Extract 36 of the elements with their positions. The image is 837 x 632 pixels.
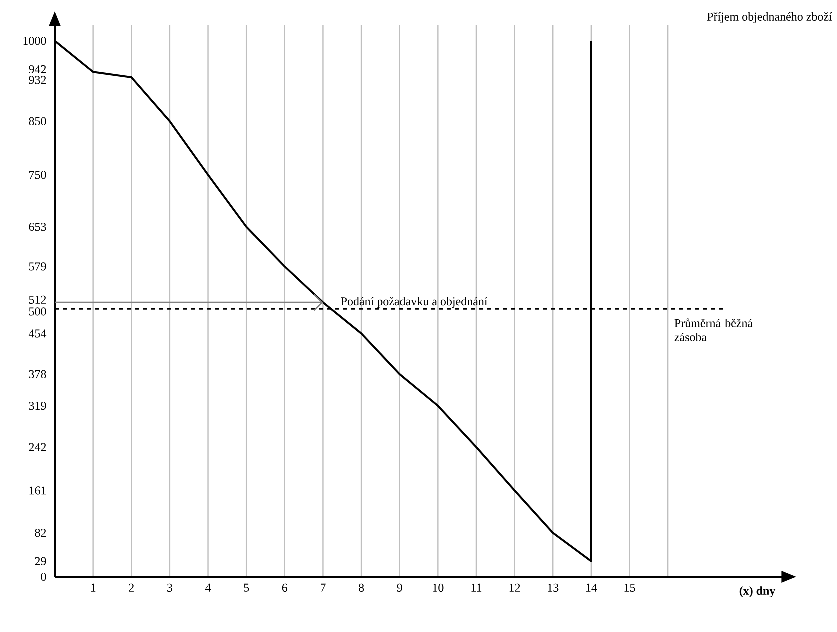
- y-tick-label: 29: [35, 557, 46, 566]
- x-tick-label: 8: [358, 584, 364, 592]
- y-tick-label: 750: [30, 170, 46, 180]
- x-tick-label: 14: [586, 584, 598, 592]
- y-tick-label: 242: [29, 443, 46, 452]
- x-tick-label: 4: [206, 584, 212, 592]
- x-tick-label: 7: [321, 584, 326, 592]
- y-tick-label: 500: [29, 308, 46, 316]
- x-tick-label: 1: [91, 584, 96, 592]
- x-tick-label: 2: [129, 584, 134, 592]
- y-tick-label: 454: [28, 330, 47, 338]
- x-tick-label: 6: [282, 584, 288, 592]
- ref-line-label: Průměrná běžná zásoba: [674, 318, 753, 342]
- x-axis-title: (x) dny: [740, 586, 776, 598]
- y-tick-label: 512: [29, 296, 46, 304]
- y-tick-label: 161: [30, 486, 46, 495]
- y-tick-label: 82: [35, 528, 46, 538]
- y-tick-label: 378: [29, 370, 46, 378]
- y-tick-label: 579: [29, 262, 46, 271]
- x-tick-label: 12: [510, 584, 520, 592]
- y-tick-label: 932: [29, 76, 46, 84]
- x-tick-label: 13: [548, 584, 559, 592]
- y-tick-label: 850: [29, 117, 46, 126]
- y-tick-label: 653: [29, 223, 46, 232]
- y-tick-label: 1000: [24, 37, 46, 46]
- x-tick-label: 5: [244, 584, 250, 592]
- x-tick-label: 9: [397, 584, 402, 592]
- y-tick-label: 319: [29, 402, 46, 410]
- annotation: Podání požadavku a objednání: [341, 297, 488, 308]
- x-tick-label: 3: [168, 584, 172, 592]
- x-tick-label: 11: [472, 584, 482, 592]
- x-tick-label: 10: [433, 584, 444, 592]
- x-tick-label: 15: [624, 584, 636, 592]
- y-tick-label: 0: [41, 572, 46, 582]
- y-tick-label: 942: [29, 65, 46, 74]
- text: Příjem objednaného zboží: [707, 12, 832, 24]
